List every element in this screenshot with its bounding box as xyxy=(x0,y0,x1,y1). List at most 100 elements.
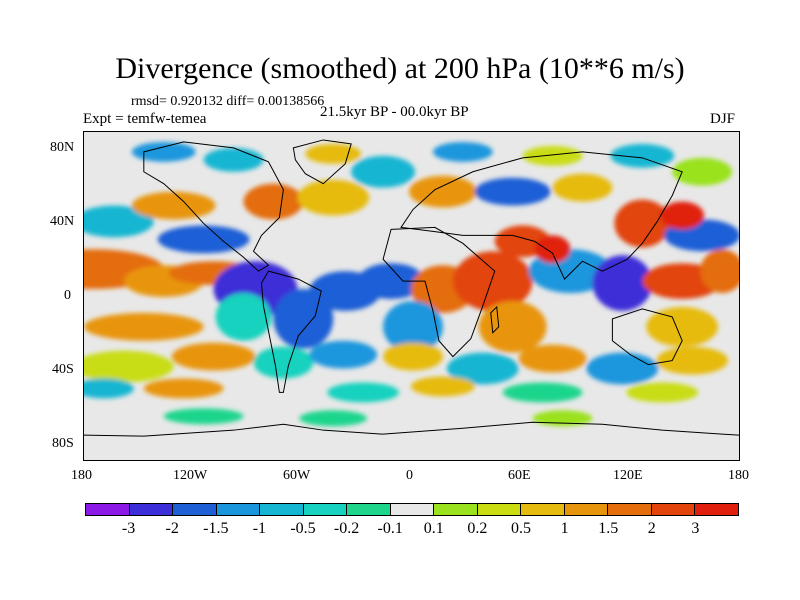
colorbar-label: -0.1 xyxy=(377,520,403,537)
divergence-patch xyxy=(700,249,739,294)
colorbar-label: -2 xyxy=(165,520,179,537)
divergence-patch xyxy=(351,155,415,188)
colorbar-swatch xyxy=(303,504,348,515)
divergence-patch xyxy=(432,141,493,162)
season-label: DJF xyxy=(710,111,736,127)
y-axis-label-40n: 40N xyxy=(50,214,75,229)
colorbar-label: 3 xyxy=(691,520,700,537)
colorbar-swatch xyxy=(129,504,174,515)
divergence-patch xyxy=(84,378,134,399)
divergence-patch xyxy=(243,183,304,220)
colorbar-swatch xyxy=(695,504,738,515)
divergence-field xyxy=(84,132,739,460)
colorbar-swatch xyxy=(390,504,435,515)
colorbar-swatch xyxy=(434,504,478,515)
period-label: 21.5kyr BP - 00.0kyr BP xyxy=(320,104,469,120)
y-axis-label-40s: 40S xyxy=(52,362,74,377)
divergence-patch xyxy=(171,342,256,371)
divergence-patch xyxy=(143,378,224,399)
divergence-map xyxy=(83,131,740,461)
divergence-patch xyxy=(253,346,314,379)
colorbar-swatch xyxy=(521,504,565,515)
x-axis-label-180e: 180 xyxy=(728,468,749,483)
divergence-patch xyxy=(84,205,154,238)
x-axis-label-60e: 60E xyxy=(508,468,531,483)
divergence-patch xyxy=(518,344,587,373)
divergence-patch xyxy=(502,382,583,403)
coastline-eurasia xyxy=(400,151,683,280)
colorbar-swatch xyxy=(260,504,304,515)
colorbar-label: -1 xyxy=(252,520,267,537)
x-axis-label-120w: 120W xyxy=(173,468,208,483)
divergence-patch xyxy=(614,199,671,248)
divergence-patch xyxy=(522,145,583,166)
colorbar-swatch xyxy=(477,504,522,515)
divergence-patch xyxy=(383,300,443,353)
colorbar-label: 2 xyxy=(647,520,656,537)
x-axis-label-180w: 180 xyxy=(71,468,92,483)
divergence-patch xyxy=(203,147,264,172)
coastline-madagascar xyxy=(490,305,500,334)
divergence-patch xyxy=(646,306,719,347)
divergence-patch xyxy=(660,201,705,230)
divergence-patch xyxy=(215,293,272,341)
colorbar-swatch xyxy=(651,504,696,515)
divergence-patch xyxy=(309,340,378,369)
coastline-australia xyxy=(611,308,683,366)
colorbar-label: 1 xyxy=(560,520,569,537)
colorbar-swatch xyxy=(173,504,217,515)
colorbar-label: -3 xyxy=(121,520,136,537)
divergence-patch xyxy=(656,346,729,375)
divergence-patch xyxy=(474,177,551,206)
divergence-patch xyxy=(131,141,196,162)
coastlines xyxy=(84,139,739,437)
divergence-patch xyxy=(534,235,571,264)
divergence-patch xyxy=(610,143,675,168)
divergence-patch xyxy=(586,352,659,385)
divergence-patch xyxy=(672,157,733,186)
divergence-patch xyxy=(411,376,475,397)
colorbar-label: 0.5 xyxy=(511,520,531,537)
y-axis-label-80s: 80S xyxy=(52,436,74,451)
divergence-patch xyxy=(409,175,477,208)
colorbar-label: 1.5 xyxy=(598,520,619,537)
divergence-patch xyxy=(452,251,533,311)
divergence-patch xyxy=(552,173,613,202)
coastline-north-america xyxy=(143,141,284,272)
coastline-greenland xyxy=(292,139,352,185)
divergence-patch xyxy=(305,143,362,164)
x-axis-label-60w: 60W xyxy=(283,468,311,483)
colorbar-label: -0.2 xyxy=(333,520,360,537)
coastline-south-america xyxy=(260,270,322,393)
colorbar-swatch xyxy=(216,504,261,515)
plot-title: Divergence (smoothed) at 200 hPa (10**6 … xyxy=(115,52,685,85)
divergence-patch xyxy=(84,312,204,341)
x-axis-label-120e: 120E xyxy=(613,468,643,483)
divergence-patch xyxy=(163,408,244,425)
divergence-patch xyxy=(299,410,368,427)
x-axis-label-0: 0 xyxy=(406,468,413,483)
colorbar-swatch xyxy=(86,504,130,515)
colorbar-label: -1.5 xyxy=(203,520,229,537)
y-axis-label-80n: 80N xyxy=(50,140,75,155)
divergence-patch xyxy=(131,191,216,220)
divergence-patch xyxy=(357,263,425,299)
experiment-label: Expt = temfw-temea xyxy=(83,111,207,127)
colorbar-swatch xyxy=(608,504,652,515)
divergence-patch xyxy=(273,289,334,349)
coastline-africa xyxy=(382,226,496,358)
divergence-patch xyxy=(383,342,443,371)
divergence-contours xyxy=(84,141,739,427)
divergence-patch xyxy=(626,382,699,403)
colorbar xyxy=(85,503,739,516)
divergence-patch xyxy=(157,225,250,254)
colorbar-swatch xyxy=(347,504,391,515)
coastline-antarctica xyxy=(84,421,739,437)
divergence-patch xyxy=(327,382,400,403)
colorbar-label: 0.1 xyxy=(423,520,444,537)
divergence-patch xyxy=(297,179,370,216)
colorbar-label: 0.2 xyxy=(467,520,488,537)
y-axis-label-equator: 0 xyxy=(64,288,71,303)
statistics-text: rmsd= 0.920132 diff= 0.00138566 xyxy=(131,94,325,109)
divergence-patch xyxy=(446,352,519,385)
